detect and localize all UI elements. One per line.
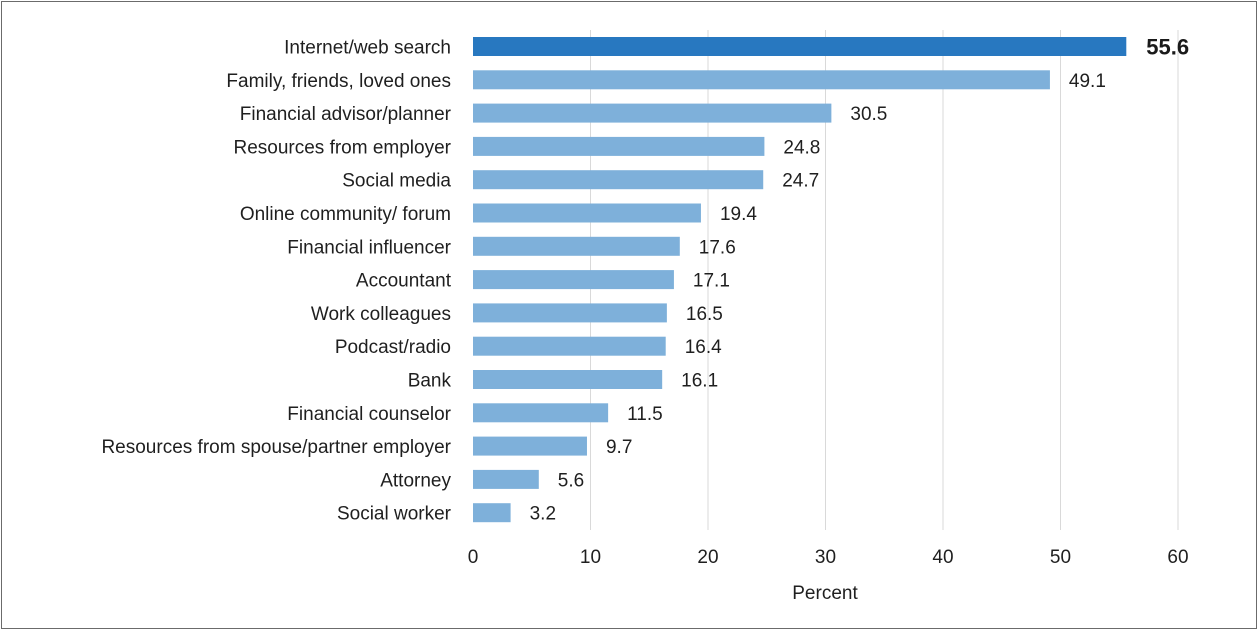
category-label: Resources from spouse/partner employer: [101, 437, 451, 458]
data-label: 11.5: [627, 404, 663, 425]
data-label: 16.5: [686, 304, 723, 325]
x-tick-label: 50: [1050, 547, 1071, 568]
bars: [473, 37, 1127, 523]
bar: [473, 503, 511, 523]
category-label: Financial advisor/planner: [240, 104, 452, 125]
data-label: 17.6: [699, 237, 736, 258]
value-labels: 55.6 49.1 30.5 24.8 24.7 19.4 17.6 17.1 16.5 16.4…: [530, 35, 1190, 525]
x-tick-labels: 0 10 20 30 40 50 60: [468, 547, 1189, 568]
category-label: Podcast/radio: [335, 337, 451, 358]
bar: [473, 303, 667, 323]
x-tick-label: 60: [1167, 547, 1188, 568]
x-tick-label: 0: [468, 547, 479, 568]
bar: [473, 370, 663, 389]
data-label: 55.6: [1146, 35, 1189, 60]
bar: [473, 336, 666, 356]
category-label: Family, friends, loved ones: [226, 71, 451, 92]
data-label: 16.4: [685, 337, 722, 358]
bar: [473, 236, 680, 256]
category-label: Social media: [342, 171, 451, 192]
data-label: 30.5: [850, 104, 887, 125]
data-label: 5.6: [558, 470, 584, 491]
x-tick-label: 40: [932, 547, 953, 568]
category-label: Attorney: [380, 470, 451, 491]
bar: [473, 403, 609, 423]
data-label: 24.8: [783, 137, 820, 158]
bar: [473, 469, 539, 489]
category-label: Work colleagues: [311, 304, 451, 325]
category-label: Bank: [408, 371, 452, 392]
data-label: 24.7: [782, 171, 819, 192]
bar: [473, 70, 1050, 90]
x-tick-label: 30: [815, 547, 836, 568]
bar: [473, 203, 701, 223]
bar: [473, 170, 764, 190]
category-label: Social worker: [337, 504, 452, 525]
bar: [473, 103, 832, 123]
x-tick-label: 10: [580, 547, 601, 568]
data-label: 9.7: [606, 437, 632, 458]
category-labels: Internet/web search Family, friends, love…: [101, 38, 451, 525]
data-label: 3.2: [530, 504, 556, 525]
category-label: Internet/web search: [284, 38, 451, 59]
category-label: Accountant: [356, 271, 452, 292]
x-axis-title: Percent: [792, 583, 858, 604]
category-label: Financial influencer: [287, 237, 451, 258]
bar: [473, 436, 587, 456]
data-label: 49.1: [1069, 71, 1106, 92]
category-label: Resources from employer: [233, 137, 451, 158]
category-label: Financial counselor: [287, 404, 451, 425]
data-label: 19.4: [720, 204, 757, 225]
data-label: 16.1: [681, 371, 718, 392]
bar: [473, 136, 765, 156]
data-label: 17.1: [693, 271, 730, 292]
bar: [473, 270, 674, 290]
x-tick-label: 20: [697, 547, 718, 568]
bar: [473, 37, 1127, 56]
category-label: Online community/ forum: [240, 204, 451, 225]
